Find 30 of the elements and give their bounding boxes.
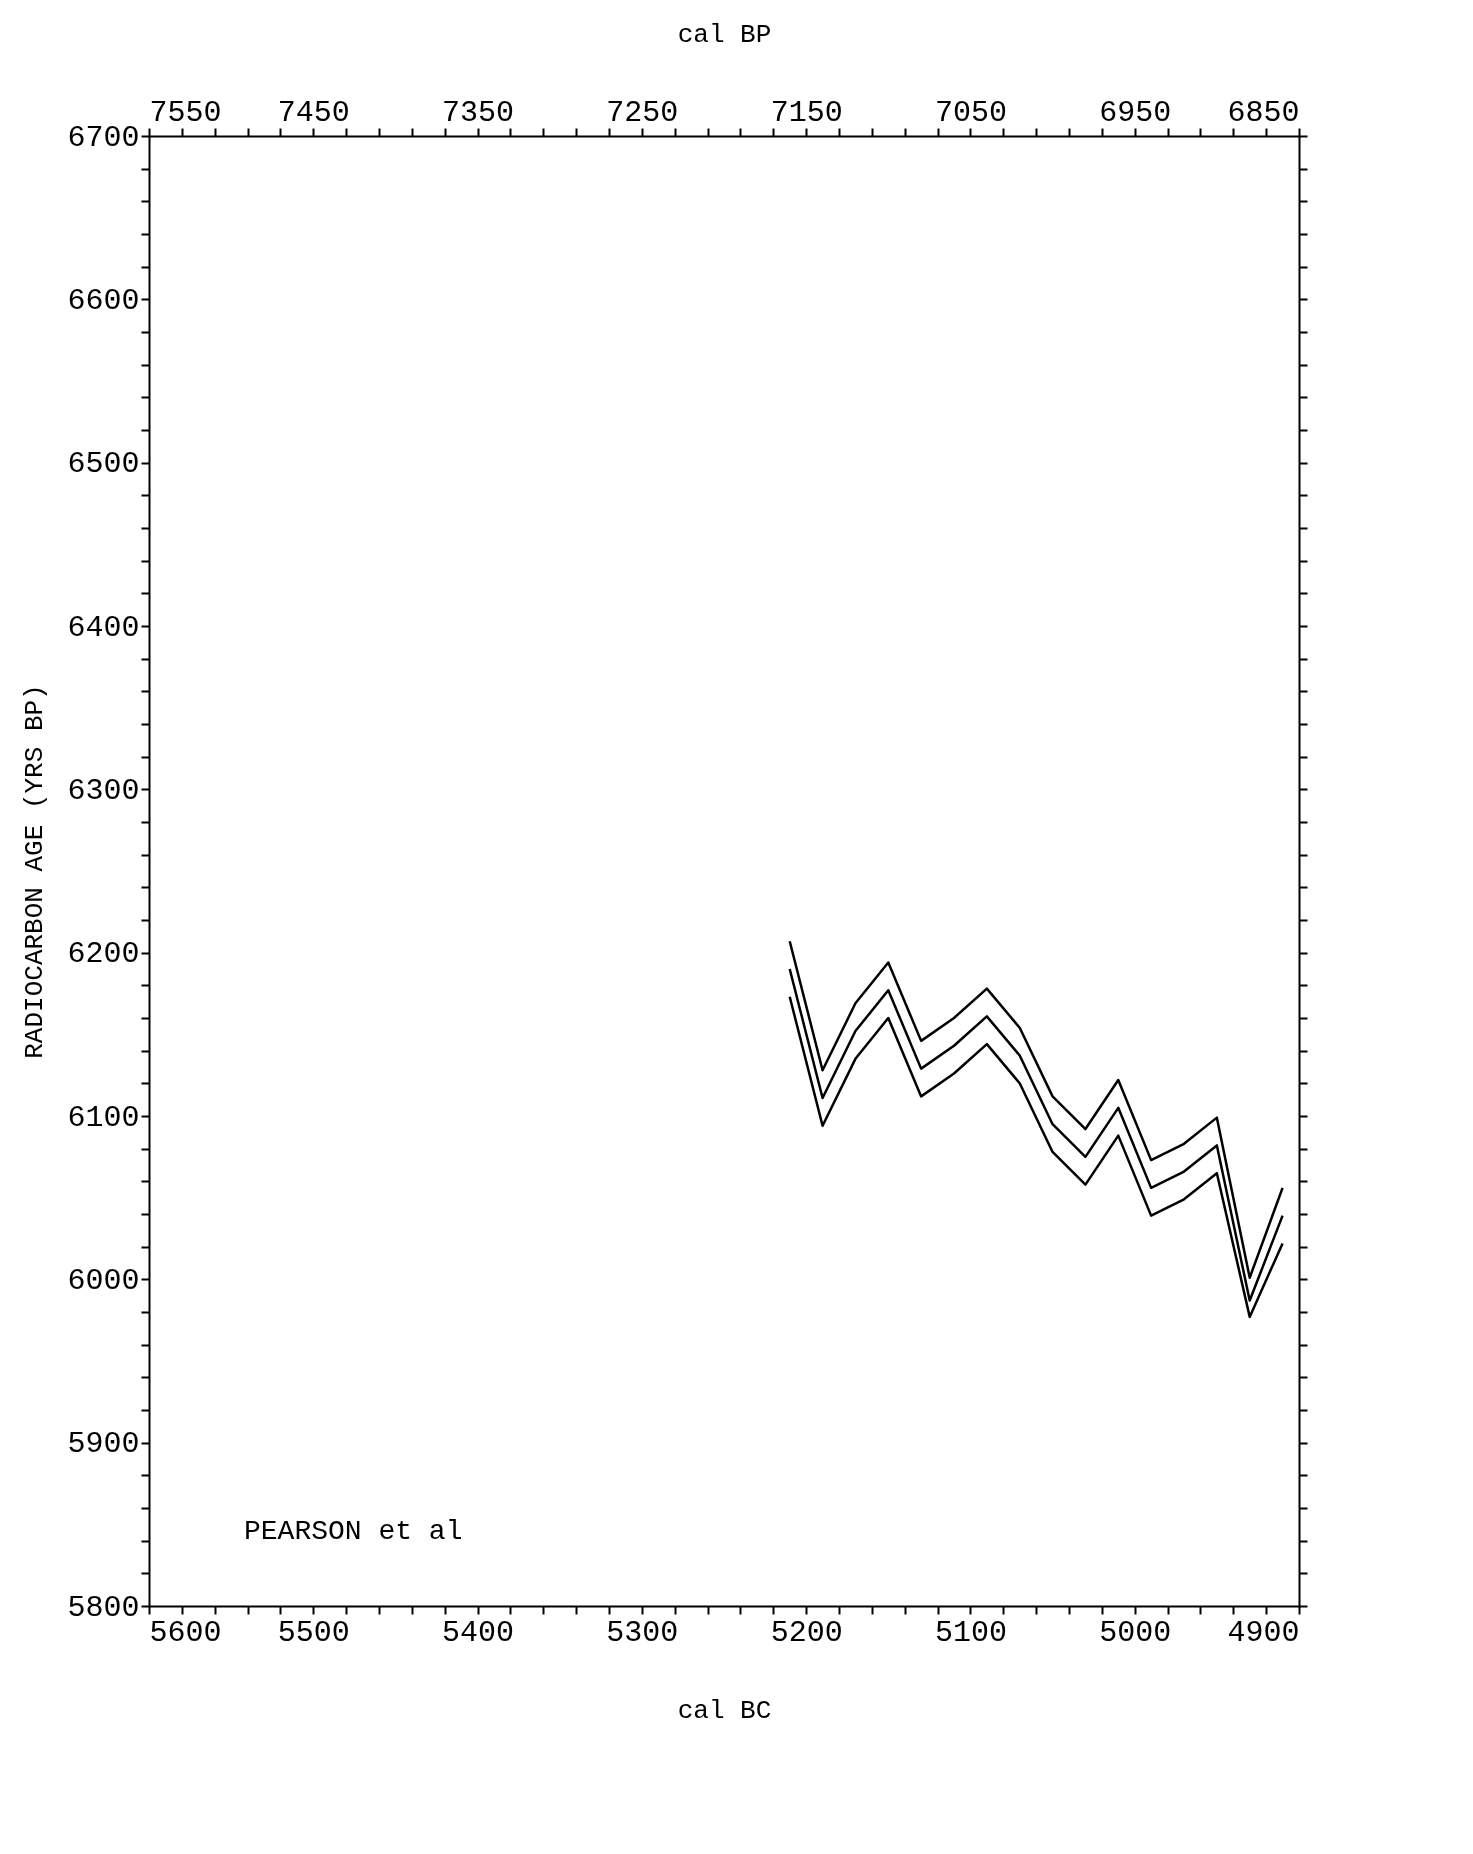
x-tick-label: 5300 — [606, 1615, 679, 1650]
x-tick-label: 5000 — [1099, 1615, 1172, 1650]
x-tick-label: 5200 — [770, 1615, 843, 1650]
x2-axis-title: cal BP — [677, 19, 772, 50]
y-tick-label: 6700 — [67, 120, 140, 155]
x-tick-label: 5100 — [934, 1615, 1007, 1650]
x2-tick-label: 7250 — [606, 95, 679, 130]
y-tick-label: 6400 — [67, 610, 140, 645]
y-tick-label: 6100 — [67, 1100, 140, 1135]
y-axis-title: RADIOCARBON AGE (YRS BP) — [20, 684, 51, 1059]
x2-tick-label: 6950 — [1099, 95, 1172, 130]
x2-tick-label: 7150 — [770, 95, 843, 130]
x-tick-label: 5600 — [149, 1615, 222, 1650]
y-tick-label: 6000 — [67, 1263, 140, 1298]
y-tick-label: 6200 — [67, 937, 140, 972]
y-tick-label: 6500 — [67, 447, 140, 482]
annotation: PEARSON et al — [244, 1516, 463, 1547]
x2-tick-label: 7550 — [149, 95, 222, 130]
y-tick-label: 6600 — [67, 283, 140, 318]
x-axis-title: cal BC — [677, 1695, 772, 1726]
x2-tick-label: 7350 — [442, 95, 515, 130]
y-tick-label: 5800 — [67, 1590, 140, 1625]
x2-tick-label: 7450 — [277, 95, 350, 130]
y-tick-label: 6300 — [67, 773, 140, 808]
x-tick-label: 5400 — [442, 1615, 515, 1650]
x2-tick-label: 6850 — [1227, 95, 1300, 130]
x-tick-label: 4900 — [1227, 1615, 1300, 1650]
x-tick-label: 5500 — [277, 1615, 350, 1650]
y-tick-label: 5900 — [67, 1427, 140, 1462]
x2-tick-label: 7050 — [934, 95, 1007, 130]
